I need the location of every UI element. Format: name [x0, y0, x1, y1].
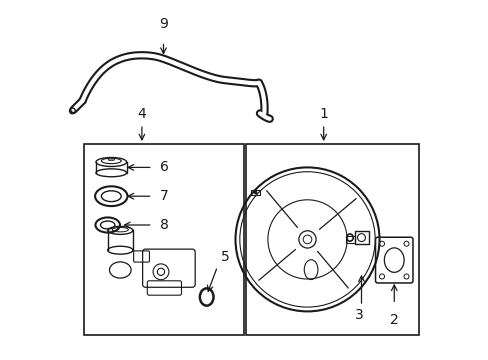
Text: 5: 5 [221, 249, 229, 264]
Circle shape [253, 191, 257, 194]
Text: 7: 7 [160, 189, 168, 203]
Text: 3: 3 [355, 308, 364, 322]
Bar [354, 231, 368, 244]
Text: 4: 4 [137, 107, 146, 121]
Text: 6: 6 [160, 161, 168, 174]
Ellipse shape [108, 158, 114, 161]
Text: 8: 8 [160, 218, 168, 232]
Bar [84, 144, 244, 335]
Bar [346, 236, 355, 243]
Text: 9: 9 [159, 17, 167, 31]
Text: 2: 2 [389, 313, 398, 327]
Bar [246, 144, 418, 335]
Text: 1: 1 [319, 107, 327, 121]
Bar [251, 190, 260, 195]
